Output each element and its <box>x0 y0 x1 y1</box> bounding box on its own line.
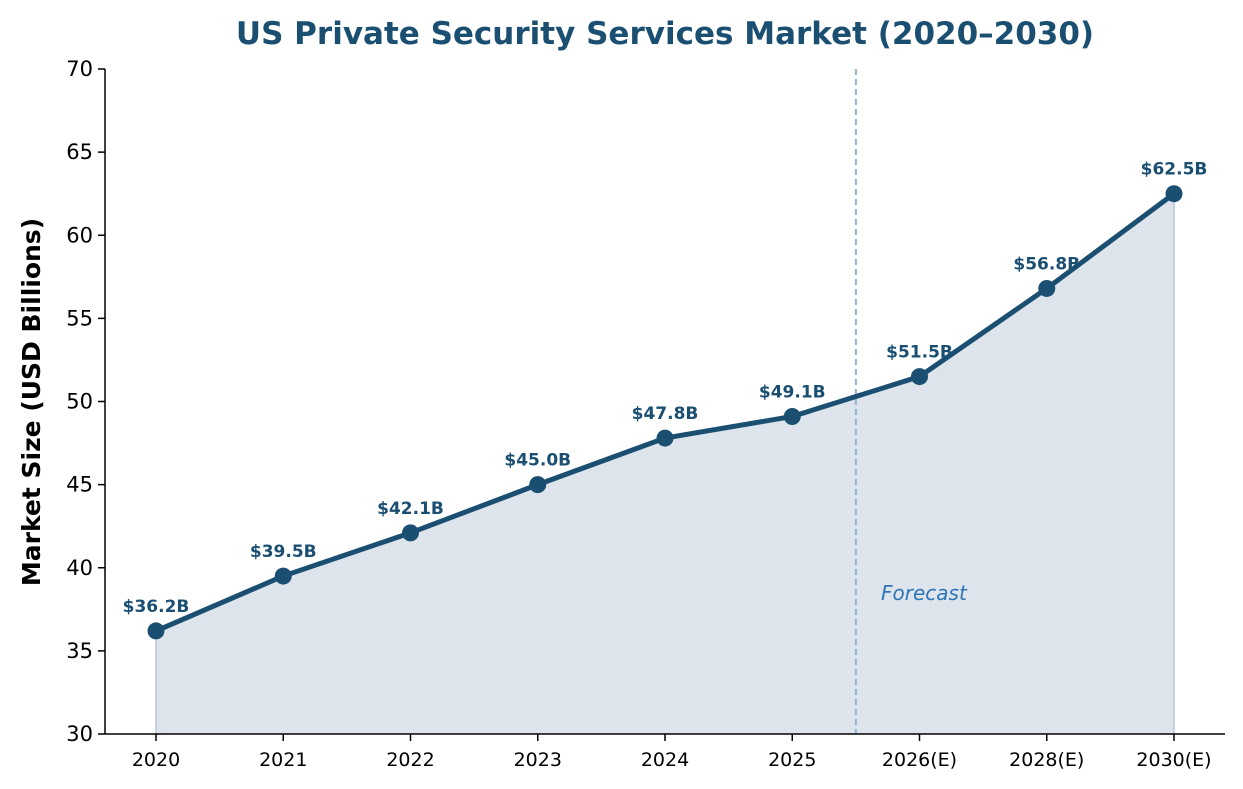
y-tick-label: 40 <box>66 556 93 580</box>
data-label: $47.8B <box>632 404 699 424</box>
x-tick-label: 2024 <box>641 749 689 771</box>
x-tick-label: 2023 <box>514 749 562 771</box>
x-tick-label: 2026(E) <box>882 749 957 771</box>
x-tick-label: 2030(E) <box>1136 749 1211 771</box>
x-tick-label: 2025 <box>768 749 816 771</box>
y-tick-label: 50 <box>66 390 93 414</box>
data-point <box>274 567 292 585</box>
y-tick-label: 70 <box>66 57 93 81</box>
x-tick-label: 2021 <box>259 749 307 771</box>
data-label: $42.1B <box>377 499 444 519</box>
data-label: $39.5B <box>250 542 317 562</box>
data-point <box>656 429 674 447</box>
data-label: $62.5B <box>1141 160 1208 180</box>
y-axis-label: Market Size (USD Billions) <box>17 218 46 586</box>
data-point <box>147 622 165 640</box>
y-tick-label: 55 <box>66 306 93 330</box>
data-point <box>529 476 547 494</box>
data-point <box>911 368 928 386</box>
x-tick-label: 2020 <box>132 749 180 771</box>
data-label: $45.0B <box>504 451 571 471</box>
data-point <box>402 524 419 542</box>
y-tick-label: 45 <box>66 473 93 497</box>
data-label: $49.1B <box>759 382 826 402</box>
data-label: $51.5B <box>886 343 953 363</box>
x-tick-label: 2028(E) <box>1009 749 1084 771</box>
y-tick-label: 30 <box>66 722 93 746</box>
chart-title: US Private Security Services Market (202… <box>236 16 1094 52</box>
data-label: $36.2B <box>123 597 190 617</box>
data-point <box>1038 279 1056 297</box>
y-tick-label: 60 <box>66 223 93 247</box>
area-fill <box>156 193 1174 734</box>
forecast-annotation: Forecast <box>881 581 968 605</box>
y-tick-label: 65 <box>66 140 93 164</box>
x-tick-label: 2022 <box>386 749 434 771</box>
y-tick-label: 35 <box>66 639 93 663</box>
data-point <box>1165 185 1183 203</box>
data-label: $56.8B <box>1013 254 1080 274</box>
data-point <box>783 407 801 425</box>
